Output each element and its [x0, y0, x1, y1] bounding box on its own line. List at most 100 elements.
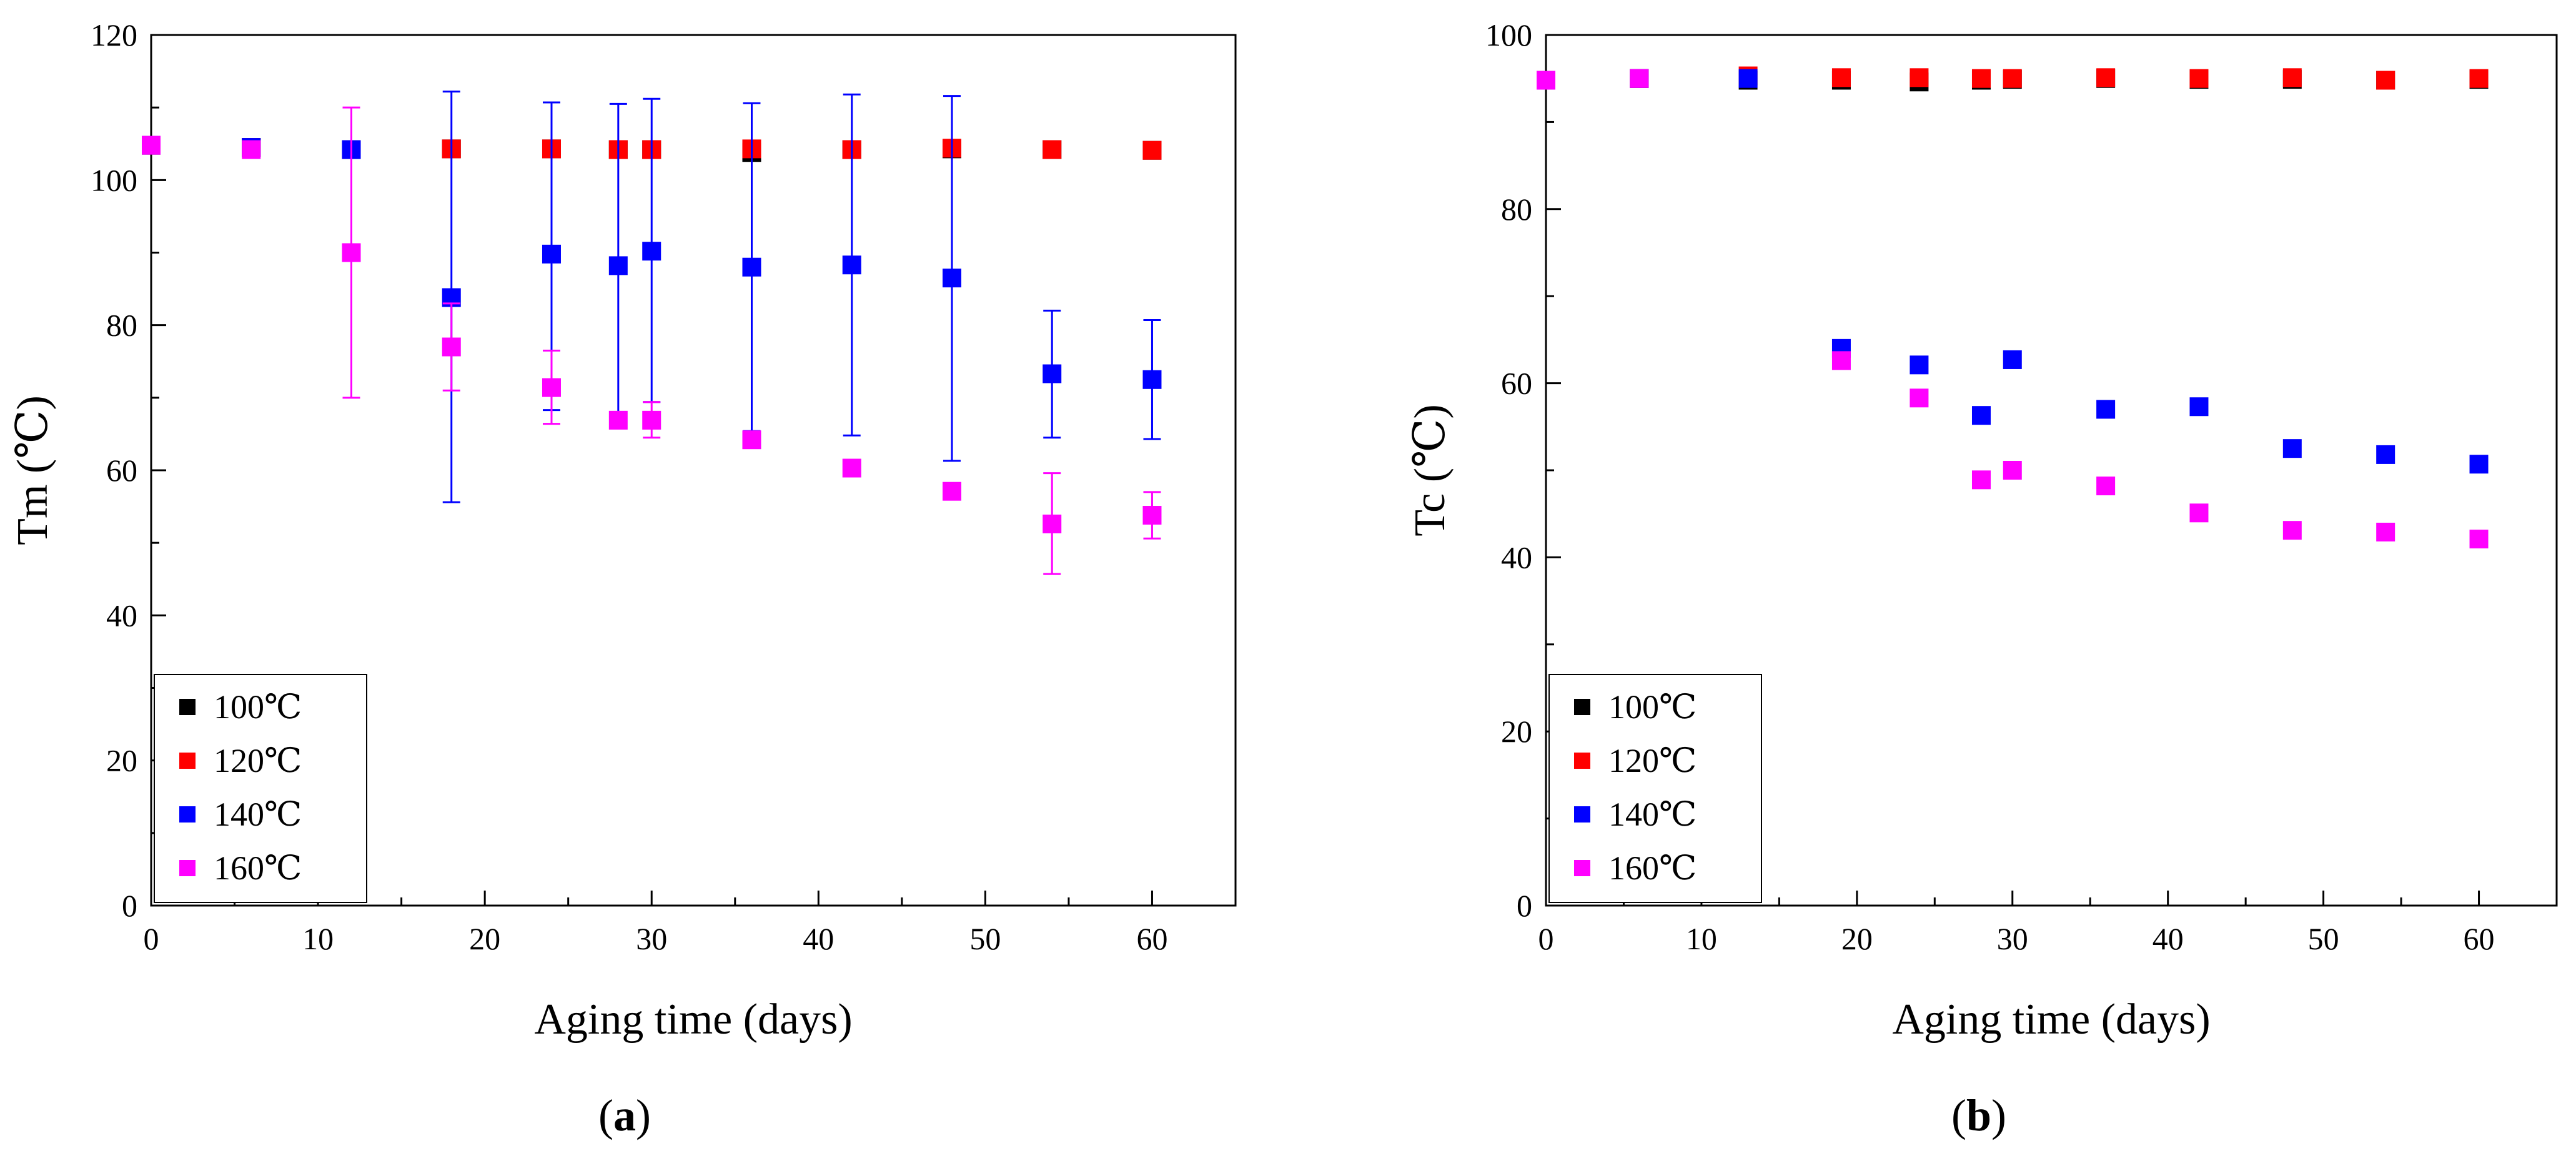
data-point	[1043, 514, 1062, 533]
y-tick-label: 20	[106, 743, 137, 778]
x-tick-label: 60	[2464, 921, 2495, 956]
data-point	[2469, 69, 2489, 88]
y-tick-label: 20	[1501, 714, 1532, 749]
legend-marker	[1574, 753, 1590, 769]
data-point	[1971, 406, 1991, 425]
data-point	[542, 378, 561, 397]
data-point	[842, 458, 861, 478]
legend-marker	[179, 753, 196, 769]
data-point	[2282, 68, 2302, 87]
data-point	[642, 410, 661, 430]
panel-caption: (a)	[598, 1090, 651, 1140]
legend-marker	[179, 860, 196, 876]
data-point	[2189, 69, 2209, 88]
data-point	[1043, 140, 1062, 159]
data-point	[2096, 477, 2116, 496]
data-point	[542, 244, 561, 264]
legend-label: 120℃	[214, 742, 302, 779]
y-tick-label: 40	[1501, 540, 1532, 575]
data-point	[1971, 69, 1991, 88]
data-point	[1142, 141, 1162, 160]
x-tick-label: 50	[969, 921, 1001, 956]
data-point	[742, 257, 761, 277]
data-point	[142, 136, 161, 155]
y-tick-label: 0	[1517, 888, 1532, 923]
data-point	[2282, 439, 2302, 458]
data-point	[1142, 370, 1162, 389]
x-tick-label: 0	[1538, 921, 1554, 956]
legend-label: 120℃	[1608, 742, 1697, 779]
legend-marker	[1574, 806, 1590, 823]
data-point	[2189, 397, 2209, 417]
legend-label: 160℃	[1608, 849, 1697, 887]
x-tick-label: 20	[469, 921, 500, 956]
data-point	[1043, 364, 1062, 383]
x-tick-label: 30	[1997, 921, 2028, 956]
panel-letter: a	[613, 1090, 636, 1140]
series-2	[1537, 69, 2489, 474]
y-tick-label: 100	[1485, 17, 1532, 52]
legend-marker	[1574, 860, 1590, 876]
data-point	[742, 430, 761, 450]
x-axis-label: Aging time (days)	[1892, 995, 2210, 1044]
y-tick-label: 80	[1501, 192, 1532, 227]
panel-letter: b	[1966, 1090, 1991, 1140]
legend: 100℃ 120℃ 140℃ 160℃	[154, 674, 367, 903]
chart-panel-b: 0 10 20 30 40 50 60 0 20 40 60 80 100 Aging time (day…	[1406, 17, 2558, 1140]
chart-panel-a: 0 10 20 30 40 50 60 0 20 40 60 80 100 120 Aging time (…	[9, 17, 1237, 1140]
legend-label: 100℃	[214, 688, 302, 726]
y-tick-label: 60	[1501, 366, 1532, 401]
data-point	[1831, 68, 1851, 87]
y-tick-label: 60	[106, 453, 137, 488]
x-tick-label: 10	[1686, 921, 1717, 956]
x-tick-label: 50	[2308, 921, 2339, 956]
legend: 100℃ 120℃ 140℃ 160℃	[1548, 674, 1762, 903]
data-point	[942, 269, 961, 288]
y-tick-label: 0	[122, 888, 137, 923]
data-point	[2003, 350, 2022, 369]
data-point	[1910, 388, 1929, 408]
series-1	[1537, 66, 2489, 90]
x-tick-label: 40	[2152, 921, 2184, 956]
data-point	[2469, 530, 2489, 549]
x-axis-label: Aging time (days)	[534, 995, 852, 1044]
legend-marker	[179, 699, 196, 715]
data-point	[242, 140, 261, 159]
data-point	[1537, 71, 1555, 90]
data-point	[1738, 69, 1758, 88]
data-point	[342, 243, 361, 262]
x-tick-label: 20	[1841, 921, 1873, 956]
data-point	[2096, 68, 2116, 87]
data-point	[1630, 69, 1649, 88]
y-tick-label: 120	[91, 17, 137, 52]
data-point	[1910, 68, 1929, 87]
data-point	[1142, 506, 1162, 525]
data-point	[642, 242, 661, 261]
data-point	[608, 256, 628, 275]
x-tick-label: 60	[1136, 921, 1167, 956]
legend-label: 140℃	[1608, 796, 1697, 833]
x-tick-label: 40	[803, 921, 834, 956]
series-3	[142, 106, 1162, 575]
series-2	[142, 91, 1162, 503]
data-point	[2282, 521, 2302, 540]
data-point	[942, 482, 961, 501]
panel-caption: (b)	[1951, 1090, 2006, 1140]
data-point	[1910, 355, 1929, 375]
legend-label: 140℃	[214, 796, 302, 833]
data-point	[2469, 455, 2489, 474]
data-point	[2376, 445, 2395, 464]
x-tick-label: 30	[636, 921, 667, 956]
legend-marker	[1574, 699, 1590, 715]
y-tick-label: 40	[106, 598, 137, 633]
legend-marker	[179, 806, 196, 823]
data-point	[2376, 522, 2395, 541]
y-axis-label: Tm (℃)	[9, 395, 57, 545]
y-axis-label: Tc (℃)	[1406, 404, 1454, 536]
data-point	[2003, 461, 2022, 480]
legend-label: 160℃	[214, 849, 302, 887]
y-tick-label: 80	[106, 308, 137, 343]
data-point	[2189, 503, 2209, 523]
data-point	[442, 337, 461, 357]
